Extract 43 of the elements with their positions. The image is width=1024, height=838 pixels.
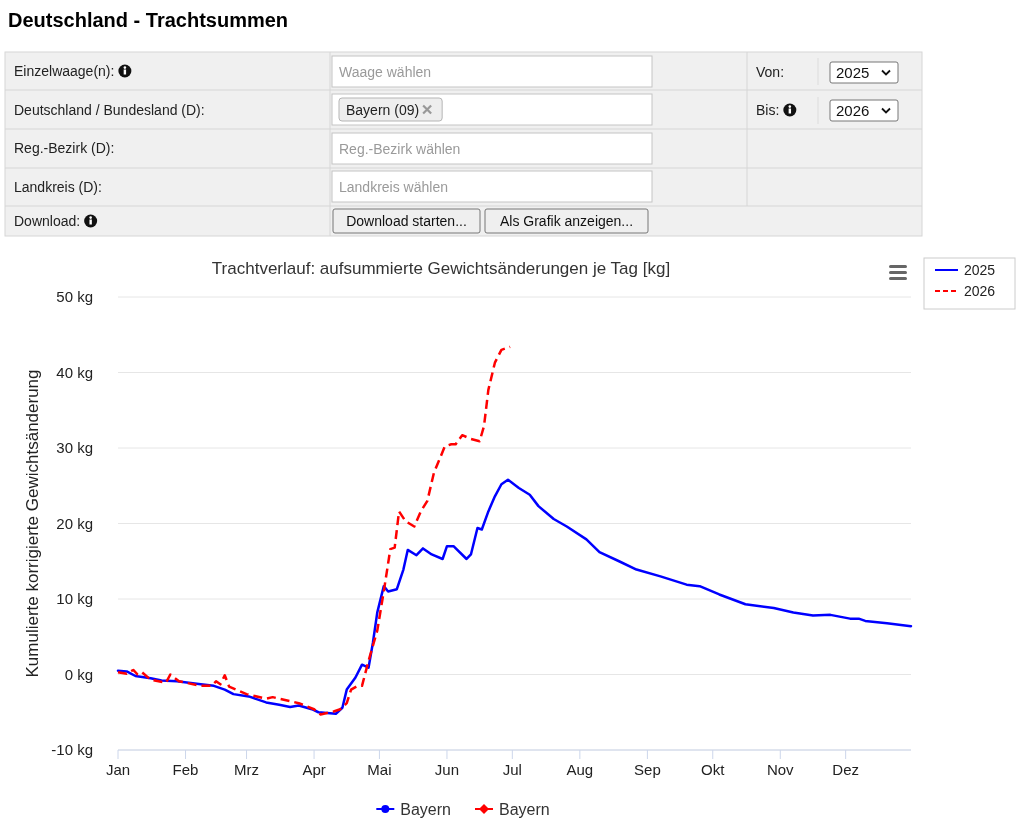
text: Bayern [400,801,452,818]
line-series [116,478,913,716]
chart-title: Trachtverlauf: aufsummierte Gewichtsänderungen je Tag [kg] [211,259,671,278]
x-tick-label: Sep [634,761,661,778]
x-tick-label: Apr [302,761,326,778]
x-tick-label: Dez [832,761,859,778]
line-series [116,345,512,716]
y-tick-label: 0 kg [64,665,93,683]
legend-label: 2025 [964,262,996,278]
x-tick-label: Mai [367,761,392,778]
x-tick-label: Feb [172,761,199,778]
text: Reg.-Bezirk wählen [339,140,461,157]
text: Bayern [499,801,550,818]
text: Reg.-Bezirk (D): [14,140,115,156]
text: Bayern (09) [346,101,420,118]
y-axis-title: Kumulierte korrigierte Gewichtsänderung [23,369,42,678]
text: Deutschland / Bundesland (D): [14,102,205,118]
text: Waage wählen [339,63,432,80]
text: Einzelwaage(n): [14,63,115,79]
y-tick-label: 30 kg [56,439,93,456]
text: Landkreis (D): [14,179,102,195]
text: 2026 [836,102,870,119]
text: Download: [14,213,81,229]
y-tick-label: 10 kg [56,590,93,607]
x-tick-label: Jul [502,761,522,778]
text: Bis: [756,102,780,118]
text: Download starten... [346,213,467,229]
y-tick-label: 50 kg [56,288,93,305]
text: Deutschland - Trachtsummen [8,9,289,31]
x-tick-label: Jun [434,761,460,778]
x-tick-label: Aug [566,761,594,778]
y-tick-label: 20 kg [56,514,93,532]
text: Als Grafik anzeigen... [499,213,634,229]
text: 2025 [836,64,870,81]
text: Landkreis wählen [339,178,448,195]
y-tick-label: 40 kg [56,363,93,381]
text: Von: [756,64,785,80]
x-tick-label: Mrz [234,761,260,778]
x-tick-label: Nov [766,761,795,778]
x-tick-label: Jan [105,761,131,778]
x-tick-label: Okt [701,761,726,778]
y-tick-label: -10 kg [51,741,93,758]
legend-label: 2026 [964,283,996,299]
